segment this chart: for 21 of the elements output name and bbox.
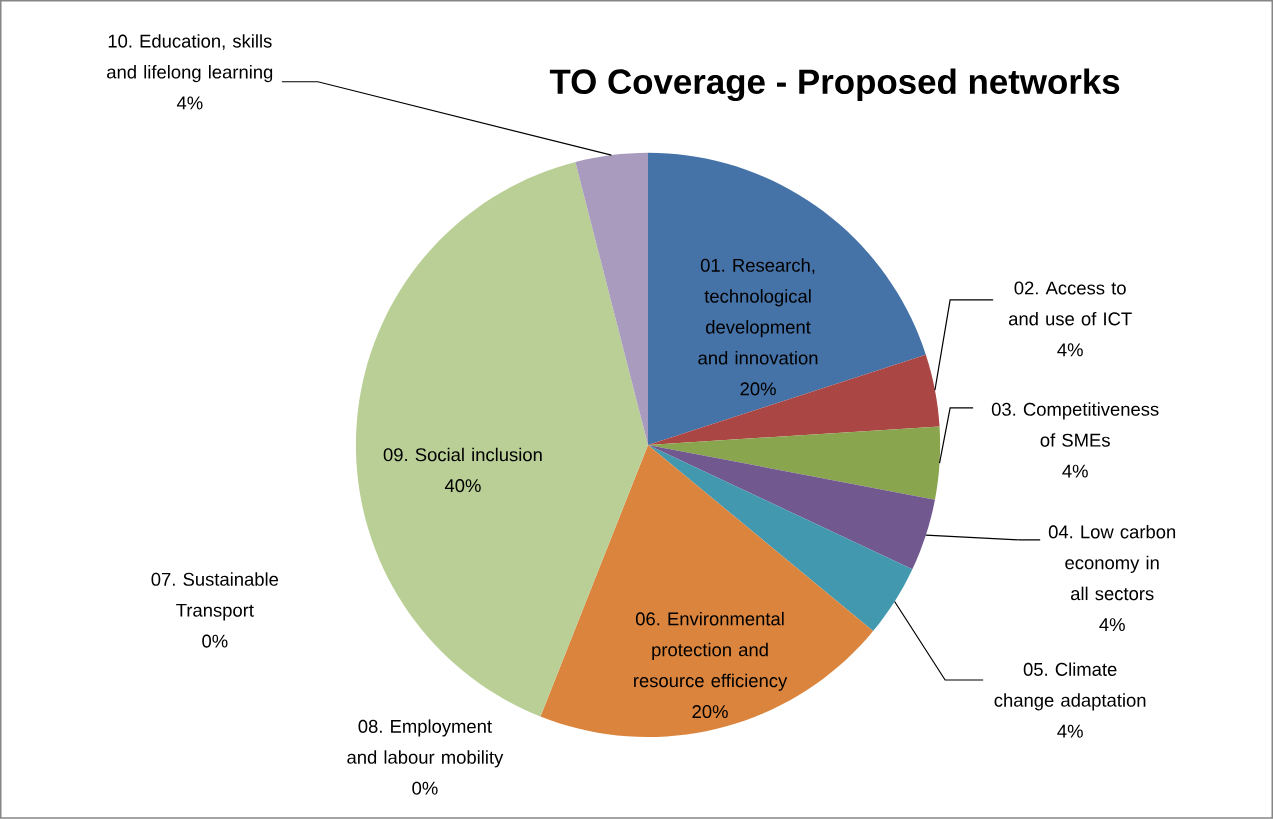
data-label: 4% bbox=[176, 96, 203, 110]
slice-label: 01. Research, technological development and innovation bbox=[698, 258, 818, 365]
category-label: 08. Employment and labour mobility bbox=[347, 719, 504, 768]
text: 0% bbox=[412, 781, 438, 795]
data-label: 4% bbox=[1062, 464, 1088, 478]
data-label: 40% bbox=[444, 479, 481, 493]
slice-label: 04. Low carbon economy in all sectors bbox=[1048, 524, 1176, 601]
category-label: 07. Sustainable Transport bbox=[151, 572, 279, 621]
slice-label: 06. Environmental protection and resource efficiency bbox=[634, 611, 788, 691]
slice-label: 10. Education, skills and lifelong learning bbox=[107, 34, 273, 83]
data-label: 20% bbox=[692, 705, 728, 719]
data-label: 4% bbox=[1057, 724, 1083, 738]
slice-label: 02. Access to and use of ICT bbox=[1008, 281, 1132, 326]
data-label: 20% bbox=[740, 382, 776, 396]
text: TO Coverage - Proposed networks bbox=[549, 68, 1120, 102]
data-label: 4% bbox=[1057, 343, 1083, 357]
slice-label: 09. Social inclusion bbox=[383, 447, 542, 462]
slice-label: 05. Climate change adaptation bbox=[994, 662, 1146, 711]
slice-label: 03. Competitiveness of SMEs bbox=[991, 402, 1159, 447]
data-label: 4% bbox=[1099, 618, 1125, 632]
text: 0% bbox=[202, 634, 228, 648]
